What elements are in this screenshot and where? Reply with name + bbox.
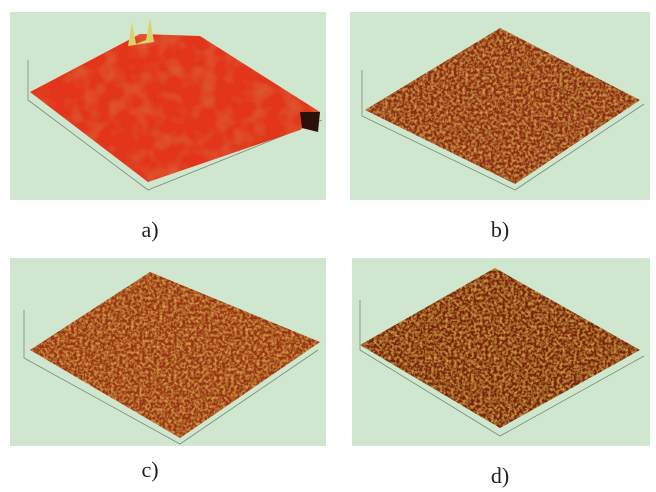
panel-b bbox=[350, 12, 650, 200]
panel-label: a) bbox=[141, 217, 158, 242]
panel-label: b) bbox=[491, 217, 509, 242]
panel-a bbox=[10, 12, 326, 200]
panel-label: d) bbox=[491, 463, 509, 488]
figure: a) b) c) d) bbox=[0, 0, 656, 492]
panel-label: c) bbox=[141, 457, 158, 482]
panel-d bbox=[352, 258, 650, 446]
panel-c bbox=[10, 258, 326, 446]
